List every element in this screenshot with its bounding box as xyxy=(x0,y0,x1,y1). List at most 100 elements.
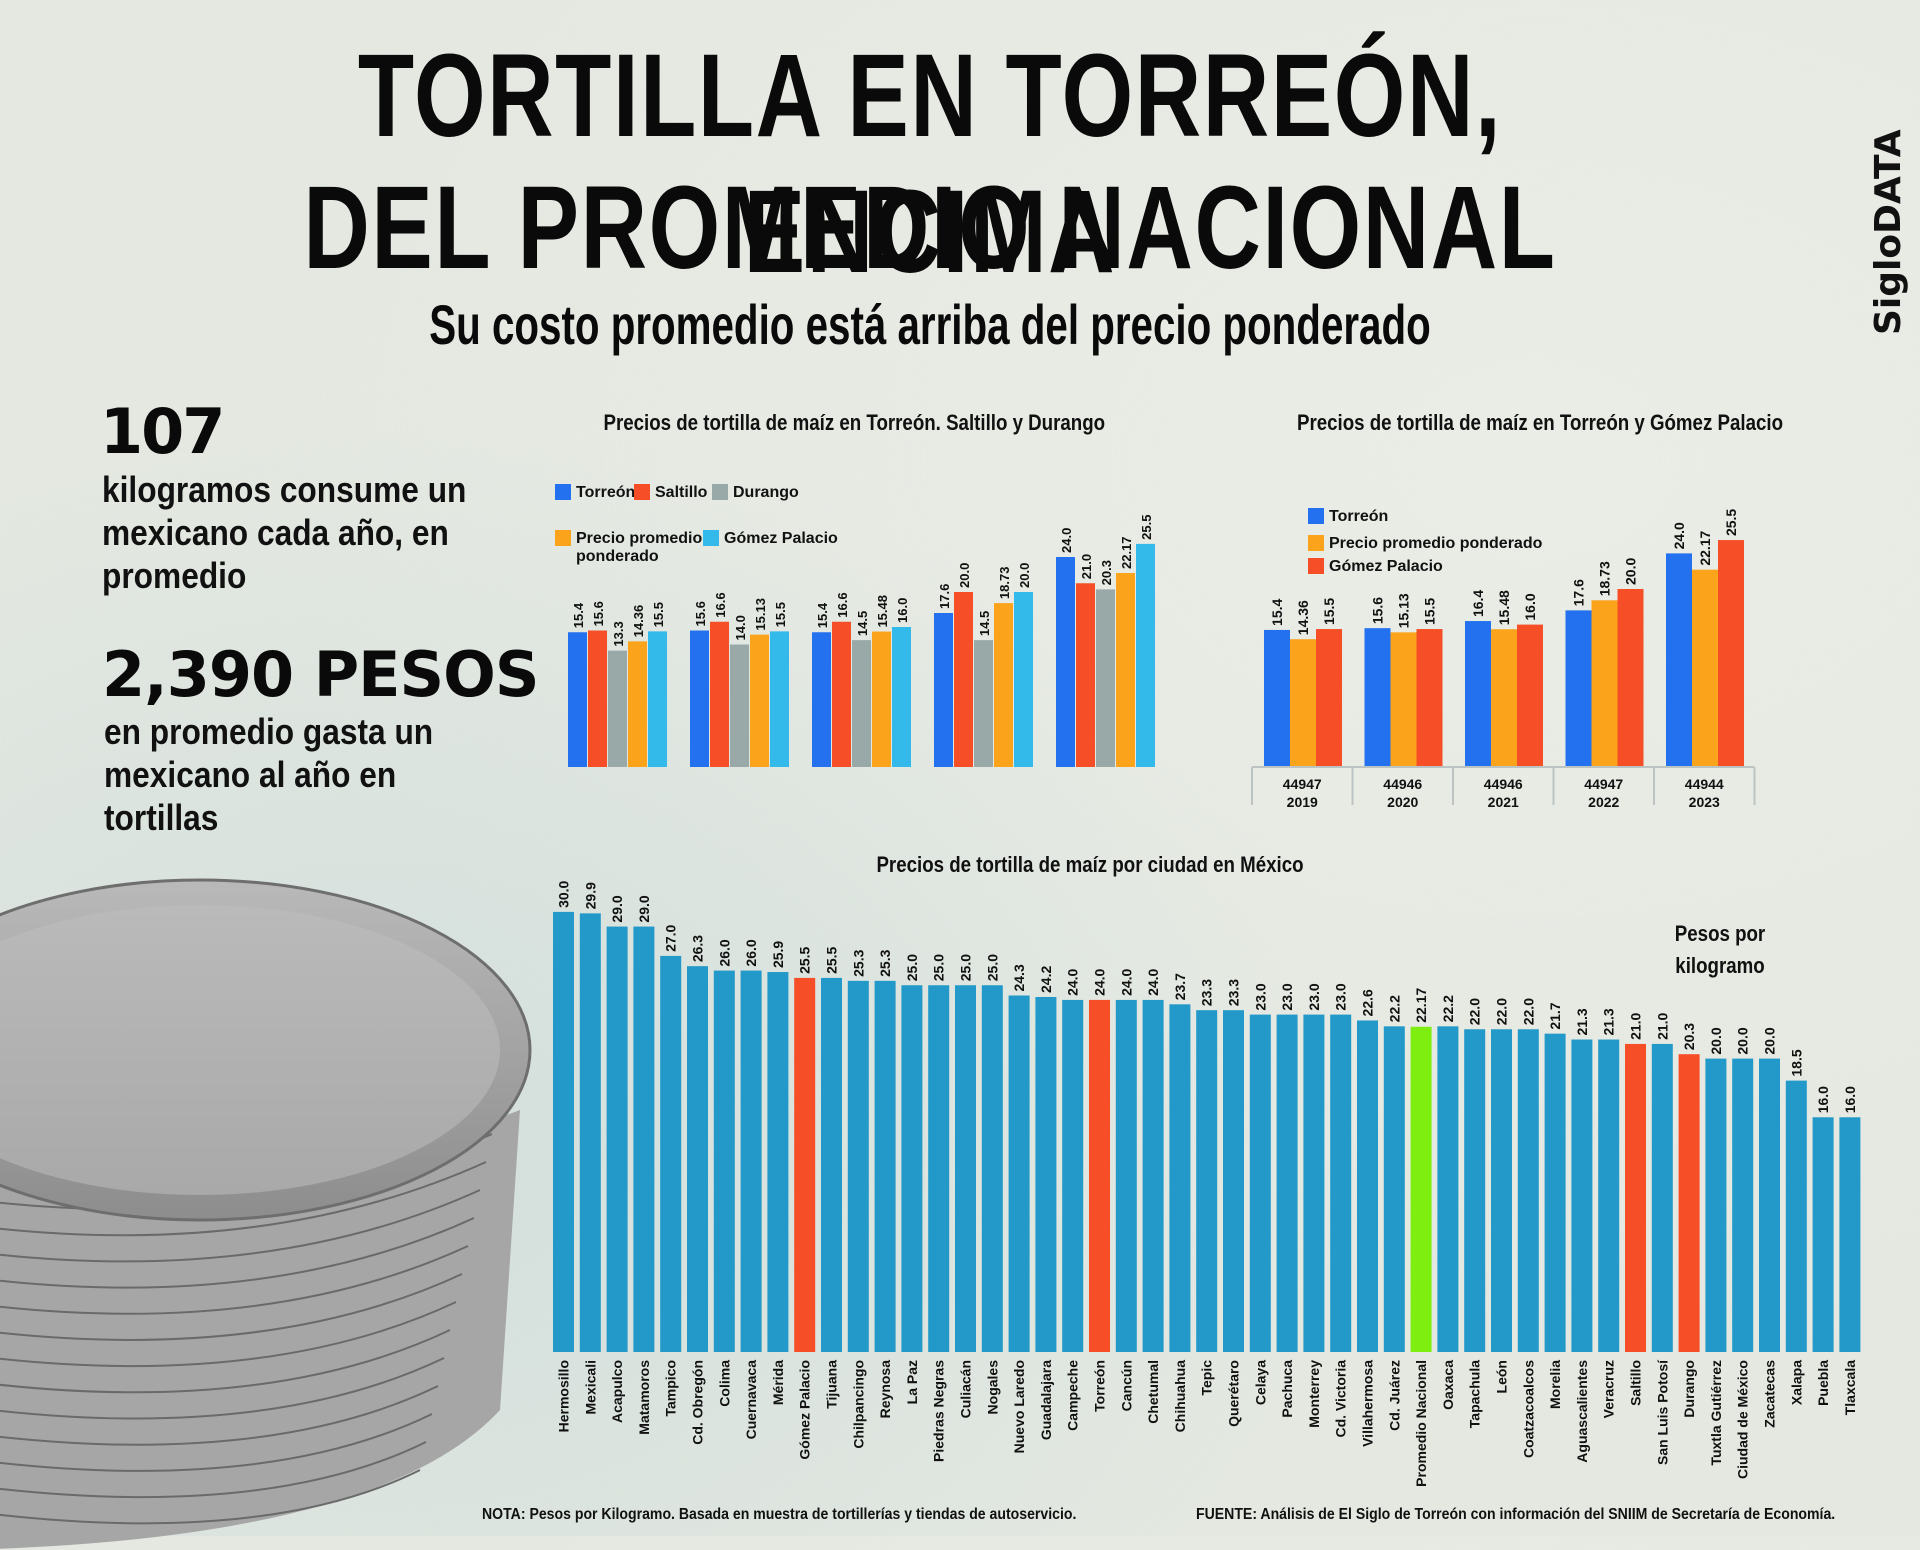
chart2-bar-value: 17.6 xyxy=(1571,579,1587,606)
chart3-bar-value: 20.0 xyxy=(1735,1027,1751,1054)
chart3-x-tick-label: Tlaxcala xyxy=(1842,1360,1858,1415)
chart3-bar-value: 24.0 xyxy=(1145,968,1161,995)
chart3-bar-value: 25.9 xyxy=(770,941,786,968)
chart1-bar xyxy=(690,630,709,767)
chart1-bar-value: 24.0 xyxy=(1059,528,1074,553)
chart3-bar xyxy=(1383,1026,1405,1352)
chart1-bar xyxy=(710,621,729,767)
chart1-bar xyxy=(568,632,587,767)
chart3-bar xyxy=(579,913,601,1352)
tortilla-edge xyxy=(0,1413,433,1472)
chart3-bar xyxy=(1651,1043,1673,1352)
chart3-bar xyxy=(874,980,896,1352)
chart2-bar-value: 16.4 xyxy=(1470,590,1486,617)
legend-label: Gómez Palacio xyxy=(724,530,838,547)
chart3-x-tick-label: Morelia xyxy=(1547,1360,1563,1409)
chart1-bar xyxy=(954,592,973,767)
main-title-line-2: DEL PROMEDIO NACIONAL xyxy=(303,162,1557,294)
chart3-x-tick-label: Piedras Negras xyxy=(931,1360,947,1462)
brand-logo: SigloDATA xyxy=(1868,129,1909,335)
chart3-x-tick-label: Chilpancingo xyxy=(850,1360,866,1449)
chart3-x-tick-label: Villahermosa xyxy=(1360,1360,1376,1447)
chart3-bar-value: 18.5 xyxy=(1788,1049,1804,1076)
legend-label: Precio promedio ponderado xyxy=(1329,535,1543,552)
chart1-bar-value: 21.0 xyxy=(1079,554,1094,579)
chart3-bar xyxy=(928,985,950,1352)
chart2-bar xyxy=(1617,589,1644,767)
chart3-x-tick-label: Tijuana xyxy=(824,1360,840,1409)
chart1-bar-value: 22.17 xyxy=(1119,536,1134,569)
chart1-bar-value: 15.5 xyxy=(773,602,788,627)
chart3-bar-value: 24.0 xyxy=(1065,968,1081,995)
chart3-x-tick-label: Nuevo Laredo xyxy=(1011,1360,1027,1453)
chart3-bar-value: 25.0 xyxy=(904,954,920,981)
chart2-bar xyxy=(1517,624,1543,767)
chart3-bar xyxy=(901,985,923,1352)
chart3-bar-value: 26.0 xyxy=(743,939,759,966)
chart2-bar xyxy=(1465,621,1491,767)
chart3-x-tick-label: Cancún xyxy=(1118,1360,1134,1411)
chart2-legend-gomez-palacio: Gómez Palacio xyxy=(1308,558,1443,576)
chart3-x-tick-label: Monterrey xyxy=(1306,1360,1322,1428)
tortilla-edge xyxy=(0,1301,457,1368)
chart1-bar xyxy=(892,627,911,767)
chart3-bar-value: 27.0 xyxy=(663,924,679,951)
chart3-x-tick-label: Chihuahua xyxy=(1172,1360,1188,1433)
chart3-bar-value: 20.0 xyxy=(1762,1027,1778,1054)
chart3-bar xyxy=(1303,1014,1325,1352)
chart2-x-tick-code: 44947 xyxy=(1283,776,1322,792)
chart3-bar xyxy=(713,970,735,1352)
chart2-bar-value: 25.5 xyxy=(1723,509,1739,536)
legend-swatch xyxy=(1308,558,1324,574)
chart1-bar-value: 14.36 xyxy=(631,605,646,638)
chart2-x-tick-year: 2020 xyxy=(1387,794,1418,810)
chart3-bar xyxy=(1598,1039,1620,1352)
chart3-x-tick-label: Acapulco xyxy=(609,1360,625,1423)
chart3-bar-value: 25.0 xyxy=(984,954,1000,981)
chart3-bar xyxy=(1625,1043,1646,1352)
chart3-bar xyxy=(1142,999,1164,1352)
chart3-bar-value: 23.7 xyxy=(1172,973,1188,1000)
chart3-plot: 30.0 Hermosillo 29.9 Mexicali 29.0 Acapulco 29… xyxy=(553,880,1861,1487)
chart2-x-tick-year: 2023 xyxy=(1689,794,1720,810)
chart2-bar-value: 16.0 xyxy=(1522,593,1538,620)
chart3-bar-value: 25.3 xyxy=(877,949,893,976)
chart1-bar xyxy=(934,613,953,767)
chart1-bar-value: 18.73 xyxy=(997,567,1012,600)
chart1-bar xyxy=(1096,589,1115,767)
tortilla-edge xyxy=(0,1161,487,1237)
chart3-bar-value: 23.3 xyxy=(1199,979,1215,1006)
chart3-bar-value: 22.2 xyxy=(1386,995,1402,1022)
stat-kg-value: 107 xyxy=(100,395,225,468)
chart2-x-tick-code: 44946 xyxy=(1484,776,1523,792)
chart3-x-tick-label: Ciudad de México xyxy=(1735,1360,1751,1479)
chart3-bar-value: 21.0 xyxy=(1654,1012,1670,1039)
chart3-x-tick-label: León xyxy=(1494,1360,1510,1393)
chart3-bar-value: 23.0 xyxy=(1306,983,1322,1010)
chart1-legend-durango: Durango xyxy=(712,484,799,502)
chart1-bar xyxy=(730,644,749,767)
chart3-x-tick-label: Cuernavaca xyxy=(743,1360,759,1440)
chart1-plot: 15.4 15.6 15.4 17.6 24.0 15.6 16.6 16.6 20.0 21.0… xyxy=(568,515,1155,767)
chart3-x-tick-label: Cd. Juárez xyxy=(1386,1360,1402,1431)
chart1-bar xyxy=(872,631,891,767)
chart1-bar xyxy=(1116,573,1135,767)
chart3-bar xyxy=(1812,1117,1834,1352)
chart3-bar xyxy=(1089,999,1110,1352)
legend-label: Torreón xyxy=(576,484,636,501)
legend-swatch xyxy=(1308,535,1324,551)
chart3-x-tick-label: Saltillo xyxy=(1628,1360,1644,1406)
chart2-plot: 15.4 15.6 16.4 17.6 24.0 14.36 15.13 15.48 18.73… xyxy=(1251,509,1756,810)
legend-swatch xyxy=(634,484,650,500)
chart1-bar-value: 16.0 xyxy=(895,598,910,623)
chart2-x-tick-year: 2019 xyxy=(1287,794,1318,810)
chart3-x-tick-label: Gómez Palacio xyxy=(797,1360,813,1460)
legend-label: Precio promedio ponderado xyxy=(576,530,703,565)
chart2-bar-value: 18.73 xyxy=(1597,561,1613,596)
tortilla-edge xyxy=(0,1245,469,1315)
chart3-x-tick-label: Hermosillo xyxy=(556,1360,572,1432)
chart2-bar-value: 22.17 xyxy=(1697,530,1713,565)
chart3-bar xyxy=(847,980,869,1352)
tortilla-edge xyxy=(0,1441,427,1499)
chart3-bar xyxy=(1223,1010,1244,1352)
